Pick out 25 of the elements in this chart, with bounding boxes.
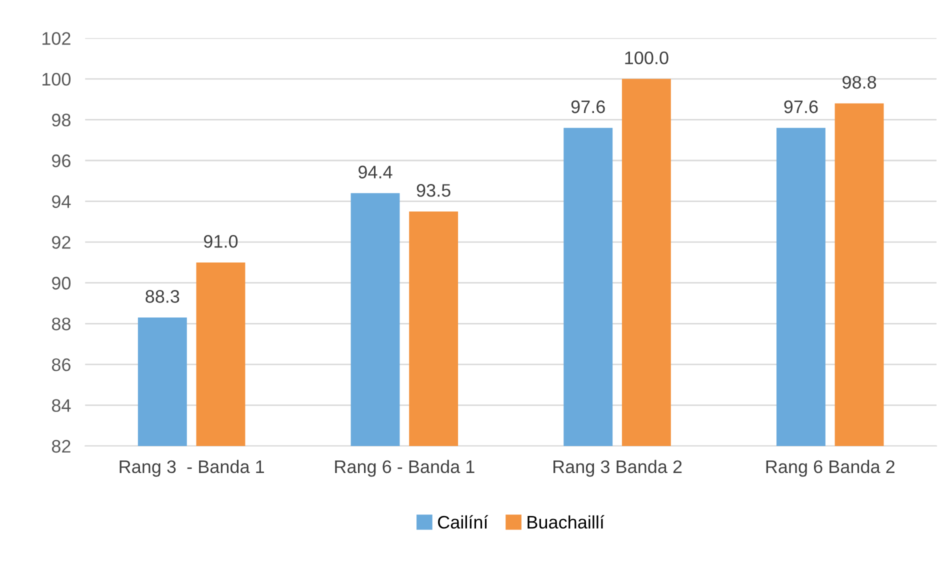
y-tick-label: 100: [42, 72, 71, 86]
data-label: 97.6: [784, 100, 818, 114]
data-label: 98.8: [842, 76, 876, 89]
data-label: 91.0: [204, 235, 238, 248]
y-tick-label: 82: [52, 440, 70, 453]
x-tick-label: Rang 6 Banda 2: [766, 460, 894, 477]
y-tick-label: 96: [52, 154, 70, 168]
x-tick-label: Rang 3 - Banda 1: [120, 460, 264, 477]
data-label: 93.5: [416, 184, 450, 197]
data-label: 100.0: [625, 51, 668, 64]
data-label: 94.4: [358, 166, 392, 178]
y-tick-label: 98: [52, 114, 70, 126]
x-tick-label: Rang 6 - Banda 1: [335, 460, 474, 477]
y-tick-label: 88: [52, 318, 70, 330]
y-tick-label: 102: [42, 32, 70, 45]
data-label: 88.3: [146, 290, 180, 303]
legend-label: Cailíní: [438, 515, 488, 529]
data-label: 97.6: [571, 100, 605, 114]
legend-label: Buachaillí: [528, 515, 604, 529]
x-tick-label: Rang 3 Banda 2: [554, 460, 682, 477]
y-tick-label: 90: [52, 276, 71, 290]
y-tick-label: 92: [52, 236, 70, 249]
y-tick-label: 84: [52, 399, 71, 412]
y-tick-label: 86: [52, 358, 70, 372]
y-tick-label: 94: [52, 195, 71, 208]
